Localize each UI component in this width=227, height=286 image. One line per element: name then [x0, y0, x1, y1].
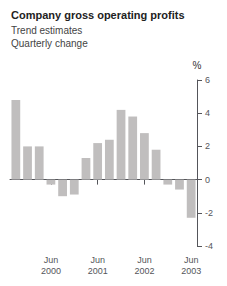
svg-text:2002: 2002: [134, 266, 154, 276]
svg-text:%: %: [193, 60, 202, 71]
svg-text:4: 4: [205, 108, 210, 118]
svg-text:Jun: Jun: [184, 255, 199, 265]
svg-text:Jun: Jun: [44, 255, 59, 265]
svg-text:Jun: Jun: [90, 255, 105, 265]
svg-text:2000: 2000: [41, 266, 61, 276]
svg-text:Trend estimates: Trend estimates: [11, 25, 82, 36]
svg-text:Company gross operating profit: Company gross operating profits: [11, 9, 185, 21]
svg-text:Jun: Jun: [137, 255, 152, 265]
svg-text:2001: 2001: [88, 266, 108, 276]
svg-text:6: 6: [205, 75, 210, 85]
svg-text:2003: 2003: [181, 266, 201, 276]
svg-text:0: 0: [205, 175, 210, 185]
svg-text:-2: -2: [205, 208, 213, 218]
svg-text:-4: -4: [205, 241, 213, 251]
svg-text:2: 2: [205, 141, 210, 151]
svg-text:Quarterly change: Quarterly change: [11, 38, 88, 49]
